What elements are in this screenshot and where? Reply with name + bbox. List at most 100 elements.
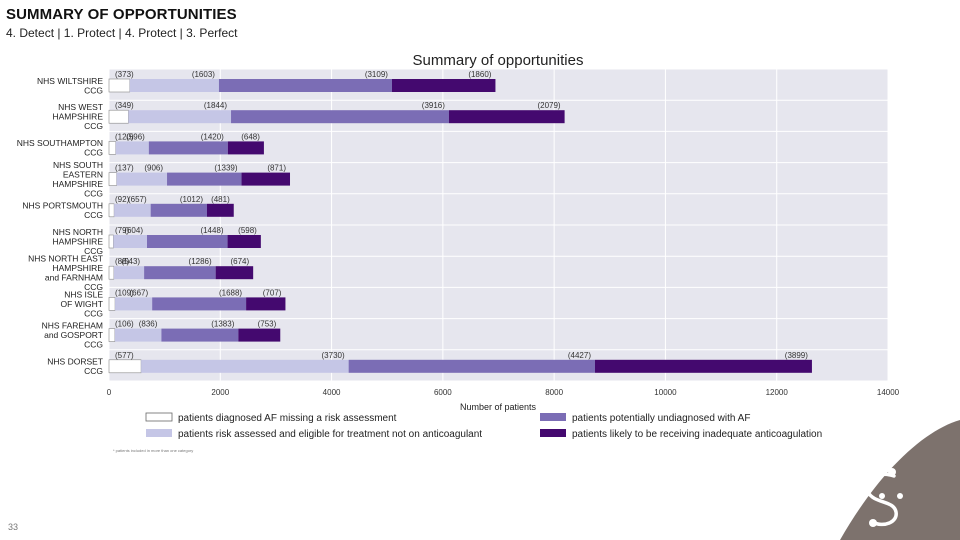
bar-segment	[108, 203, 115, 218]
data-label: (871)	[267, 164, 286, 173]
bar-segment	[227, 235, 261, 248]
bar-segment	[231, 110, 449, 124]
data-label: (3730)	[322, 351, 345, 360]
data-label: (92)	[115, 195, 130, 204]
opportunities-chart: Summary of opportunities Number of patie…	[17, 52, 900, 453]
data-label: (836)	[139, 320, 158, 329]
bar-segment	[115, 141, 149, 155]
data-label: (120)	[115, 132, 134, 141]
x-tick-label: 4000	[323, 388, 341, 397]
category-label: NHS WEST HAMPSHIRE CCG	[52, 102, 103, 131]
data-label: (648)	[241, 132, 260, 141]
chart-footnote: * patients included in more than one cat…	[113, 448, 193, 453]
bar-segment	[108, 109, 129, 124]
data-label: (753)	[258, 320, 277, 329]
bar-segment	[241, 172, 291, 186]
chart-title: Summary of opportunities	[413, 52, 584, 69]
data-label: (1339)	[214, 164, 237, 173]
data-label: (1860)	[468, 70, 491, 79]
bar-segment	[448, 110, 565, 124]
bar-segment	[108, 359, 142, 374]
data-label: (707)	[263, 288, 282, 297]
data-label: (79)	[115, 226, 130, 235]
x-tick-label: 10000	[654, 388, 677, 397]
data-label: (1286)	[189, 257, 212, 266]
bar-segment	[108, 141, 116, 155]
bar-segment	[215, 266, 254, 280]
data-label: (657)	[128, 195, 147, 204]
data-label: (674)	[230, 257, 249, 266]
legend-label: patients potentially undiagnosed with AF	[572, 413, 750, 424]
data-label: (3109)	[365, 70, 388, 79]
data-label: (1012)	[180, 195, 203, 204]
legend-swatch	[145, 412, 173, 422]
bar-segment	[114, 203, 151, 217]
bar-segment	[148, 141, 228, 155]
bar-segment	[167, 172, 242, 186]
brand-corner-background	[840, 420, 960, 540]
data-label: (1603)	[192, 70, 215, 79]
data-label: (1844)	[204, 101, 227, 110]
x-tick-label: 14000	[877, 388, 900, 397]
legend-label: patients likely to be receiving inadequa…	[572, 429, 822, 440]
bar-segment	[115, 297, 153, 311]
data-label: (1420)	[201, 132, 224, 141]
category-label: NHS FAREHAM and GOSPORT CCG	[42, 321, 103, 350]
bar-segment	[144, 266, 216, 280]
category-label: NHS PORTSMOUTH CCG	[22, 201, 103, 221]
bar-segment	[116, 172, 168, 186]
bar-segment	[141, 359, 349, 373]
legend-label: patients risk assessed and eligible for …	[178, 429, 482, 440]
bar-segment	[108, 297, 116, 311]
bar-segment	[108, 78, 131, 93]
category-label: NHS SOUTHAMPTON CCG	[17, 138, 103, 158]
bar-segment	[161, 328, 239, 342]
data-label: (4427)	[568, 351, 591, 360]
data-label: (1688)	[219, 288, 242, 297]
data-label: (88)	[115, 257, 130, 266]
data-label: (109)	[115, 288, 134, 297]
bar-segment	[128, 110, 232, 124]
bar-segment	[129, 79, 219, 92]
bar-segment	[594, 359, 812, 373]
x-tick-label: 0	[107, 388, 112, 397]
x-tick-label: 12000	[766, 388, 789, 397]
x-axis-label: Number of patients	[460, 402, 537, 412]
data-label: (596)	[126, 132, 145, 141]
bar-segment	[238, 328, 281, 342]
data-label: (577)	[115, 351, 134, 360]
bar-segment	[391, 79, 496, 92]
data-label: (106)	[115, 320, 134, 329]
bar-segment	[206, 203, 234, 217]
data-label: (667)	[129, 288, 148, 297]
data-label: (481)	[211, 195, 230, 204]
bar-segment	[227, 141, 264, 155]
data-label: (906)	[144, 164, 163, 173]
bar-segment	[113, 266, 145, 280]
bar-segment	[218, 79, 392, 92]
bar-segment	[114, 328, 162, 342]
data-label: (598)	[238, 226, 257, 235]
data-label: (373)	[115, 70, 134, 79]
data-label: (2079)	[537, 101, 560, 110]
data-label: (543)	[121, 257, 140, 266]
bar-segment	[108, 265, 115, 280]
bar-segment	[147, 235, 228, 248]
category-label: NHS WILTSHIRE CCG	[37, 76, 103, 96]
category-label: NHS NORTH HAMPSHIRE CCG	[52, 227, 103, 256]
category-label: NHS NORTH EAST HAMPSHIRE and FARNHAM CCG	[28, 253, 103, 292]
data-label: (1448)	[200, 226, 223, 235]
bar-segment	[150, 203, 207, 217]
x-tick-label: 8000	[545, 388, 563, 397]
page-number: 33	[8, 522, 19, 532]
x-tick-label: 2000	[211, 388, 229, 397]
bar-segment	[152, 297, 247, 311]
category-label: NHS DORSET CCG	[47, 357, 103, 377]
bar-segment	[108, 234, 114, 249]
data-label: (604)	[124, 226, 143, 235]
bar-segment	[108, 172, 117, 186]
data-label: (3899)	[785, 351, 808, 360]
category-label: NHS ISLE OF WIGHT CCG	[61, 289, 104, 318]
bar-segment	[108, 328, 116, 342]
